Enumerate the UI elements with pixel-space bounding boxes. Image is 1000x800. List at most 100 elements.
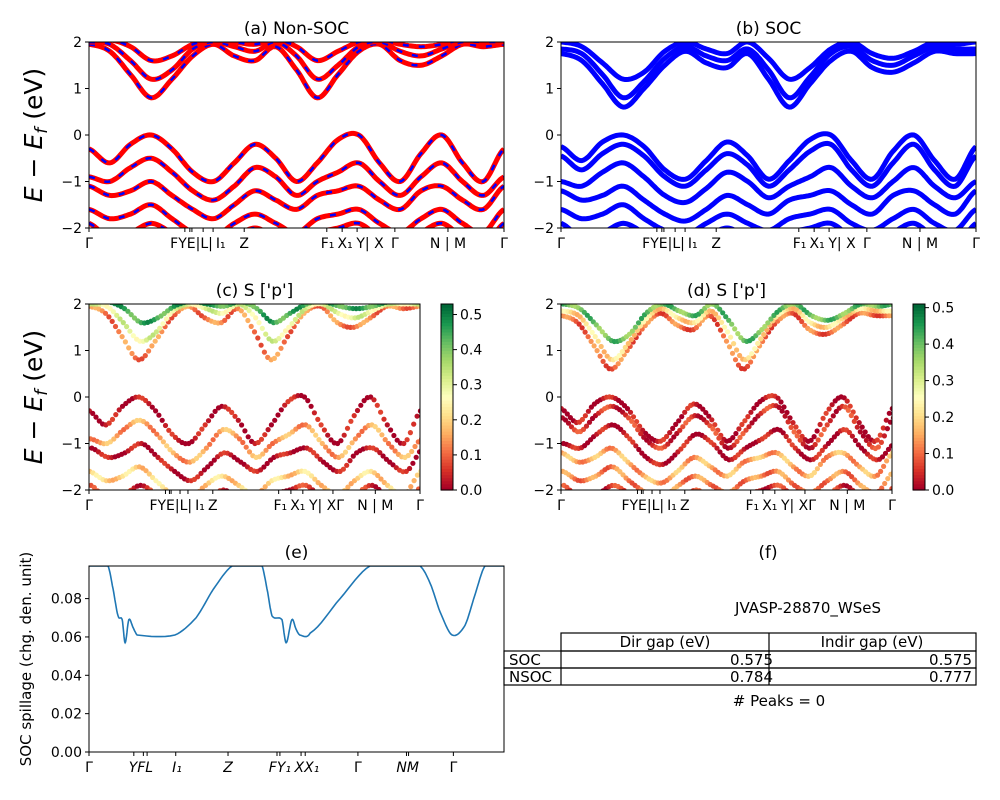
ytick-label: −1 (533, 437, 554, 453)
band-point (585, 496, 590, 501)
band-point (595, 338, 601, 344)
band-point (159, 484, 166, 490)
colorbar-segment (441, 362, 453, 367)
band-point (567, 487, 573, 490)
colorbar-segment (913, 415, 925, 420)
band-point (635, 320, 642, 326)
band-point (398, 492, 403, 497)
colorbar-segment (441, 406, 453, 410)
colorbar-segment (441, 322, 453, 327)
band-point (762, 323, 768, 330)
band-point (417, 408, 420, 414)
band-point (413, 492, 418, 497)
band-point (245, 434, 251, 440)
xtick-label: Z (239, 236, 249, 252)
band-point (668, 438, 674, 444)
xtick-label: N | M (902, 236, 938, 252)
band-point (778, 399, 784, 405)
xtick-label: Y| X (355, 236, 384, 252)
colorbar-segment (441, 304, 453, 308)
xtick-label: FY₁ (269, 760, 291, 776)
colorbar-segment (913, 316, 925, 321)
band-point (826, 492, 831, 497)
band-point (416, 449, 420, 455)
band-point (715, 499, 720, 504)
band-point (178, 304, 184, 307)
xtick-label: I₁ (172, 760, 182, 776)
band-point (244, 500, 249, 505)
colorbar-segment (913, 459, 925, 463)
xtick-label: Γ (500, 236, 508, 252)
band-point (726, 317, 732, 323)
band-point (209, 413, 215, 419)
band-point (814, 428, 820, 434)
colorbar-segment (913, 406, 925, 410)
colorbar-segment (441, 356, 453, 361)
colorbar-segment (913, 474, 925, 479)
band-point (592, 334, 598, 340)
panel-title: (c) S ['p'] (216, 281, 294, 301)
band-point (374, 402, 380, 408)
band-point (286, 324, 292, 330)
band-point (407, 430, 413, 436)
band-point (401, 304, 404, 305)
band-point (745, 492, 750, 497)
band-point (706, 413, 712, 419)
band-point (886, 410, 892, 416)
band-point (860, 433, 867, 439)
band-point (203, 445, 209, 451)
band-point (192, 435, 198, 441)
band-point (169, 431, 175, 437)
band-point (703, 492, 708, 497)
colorbar-segment (913, 455, 925, 460)
band-point (127, 328, 133, 334)
band-2 (561, 42, 976, 82)
band-point (388, 485, 394, 490)
band-point (626, 415, 632, 421)
band-point (246, 308, 252, 314)
band-point (265, 427, 271, 433)
band-point (122, 492, 127, 497)
header-dir-gap: Dir gap (eV) (620, 633, 711, 651)
band-point (247, 501, 252, 506)
band-1-dash (89, 42, 504, 81)
band-2-dash (114, 42, 457, 63)
colorbar-segment (913, 335, 925, 339)
band-point (262, 432, 268, 438)
ytick-label: −2 (533, 221, 554, 237)
ytick-label: 2 (73, 297, 82, 313)
band-point (116, 407, 122, 413)
band-point (752, 416, 758, 422)
band-point (160, 321, 166, 327)
colorbar-segment (913, 353, 925, 358)
band-point (347, 498, 352, 503)
colorbar-segment (913, 366, 925, 370)
band-point (288, 329, 294, 335)
band-point (371, 397, 377, 403)
band-point (710, 426, 716, 432)
band-point (823, 410, 829, 416)
band-point (382, 437, 388, 443)
band-6 (89, 202, 504, 228)
band-point (739, 495, 744, 500)
band-point (849, 433, 856, 439)
colorbar-tick-label: 0.5 (932, 301, 954, 317)
band-point (292, 316, 298, 323)
band-point (628, 337, 634, 343)
band-point (752, 346, 758, 352)
band-point (734, 438, 740, 445)
band-point (862, 429, 868, 435)
band-point (684, 439, 690, 445)
band-point (114, 433, 120, 439)
band-point (380, 490, 385, 495)
band-point (308, 403, 314, 409)
colorbar-segment (441, 471, 453, 476)
xtick-label: YFL (129, 760, 153, 776)
band-point (638, 315, 645, 322)
band-point (378, 476, 384, 482)
colorbar-frame (440, 303, 454, 491)
band-point (739, 421, 745, 428)
band-point (788, 424, 794, 430)
band-point (621, 487, 627, 490)
band-point (664, 433, 670, 440)
